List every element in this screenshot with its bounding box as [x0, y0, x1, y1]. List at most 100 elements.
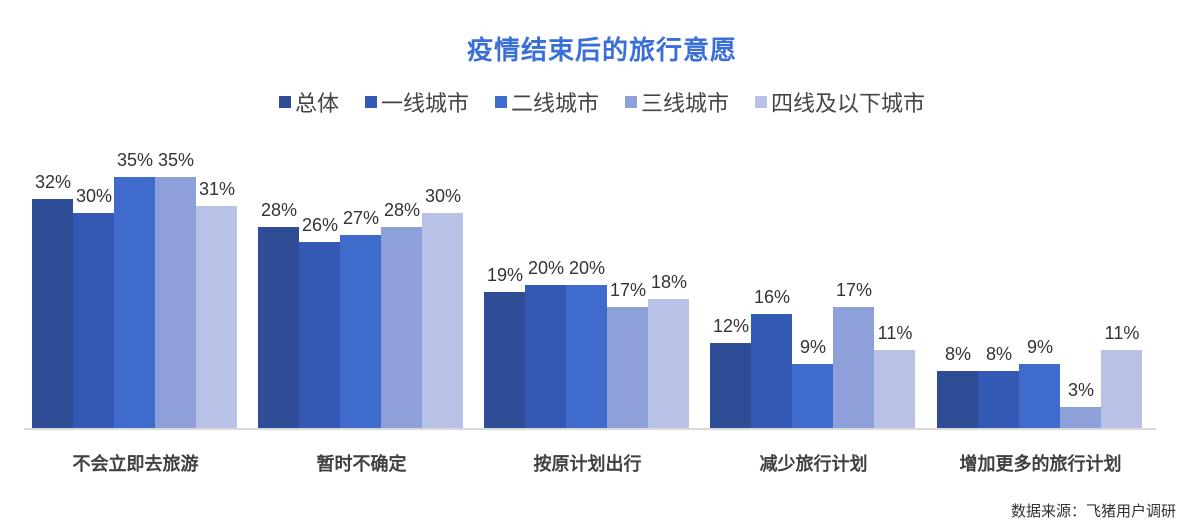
legend-swatch-icon — [364, 96, 377, 108]
bar — [937, 371, 978, 429]
legend-item-tier1: 一线城市 — [364, 86, 469, 118]
bar-slot: 9% — [1019, 140, 1060, 429]
bar-value-label: 17% — [609, 279, 647, 300]
bar-value-label: 20% — [568, 258, 606, 278]
bar-slot: 30% — [73, 140, 114, 429]
bar-value-label: 17% — [835, 279, 873, 300]
legend-item-tier3: 三线城市 — [625, 86, 729, 118]
bar-slot: 3% — [1060, 140, 1101, 429]
legend: 总体 一线城市 二线城市 三线城市 四线及以下城市 — [0, 86, 1204, 118]
legend-label: 总体 — [294, 91, 339, 116]
bar-slot: 32% — [32, 140, 73, 429]
bar — [381, 227, 422, 429]
bar-value-label: 19% — [486, 265, 524, 286]
category-label: 按原计划出行 — [533, 454, 642, 474]
bar-group: 32% 30% 35% 35% 31% — [32, 140, 237, 429]
bar-slot: 30% — [422, 140, 463, 429]
bar-slot: 8% — [978, 140, 1019, 429]
plot-area: 32% 30% 35% 35% 31% 28% 26% 27% 28% 30% 19% 20% 20% 1… — [24, 140, 1154, 429]
bar-value-label: 32% — [34, 171, 72, 192]
bar-value-label: 8% — [944, 344, 971, 365]
bar-slot: 31% — [196, 140, 237, 429]
bar-slot: 20% — [566, 140, 607, 429]
legend-label: 一线城市 — [380, 91, 469, 116]
bar — [710, 342, 751, 429]
data-source-note: 数据来源：飞猪用户调研 — [1010, 503, 1176, 520]
legend-item-overall: 总体 — [278, 86, 339, 118]
legend-item-tier4: 四线及以下城市 — [755, 86, 925, 118]
bar — [978, 371, 1019, 429]
legend-swatch-icon — [755, 96, 768, 108]
bar — [874, 349, 915, 429]
bar-slot: 19% — [484, 140, 525, 429]
bar-value-label: 31% — [198, 178, 236, 199]
bar-value-label: 35% — [116, 150, 154, 170]
bar-slot: 17% — [833, 140, 874, 429]
bar-value-label: 11% — [877, 322, 913, 343]
bar-slot: 28% — [258, 140, 299, 429]
legend-label: 二线城市 — [510, 91, 599, 116]
legend-swatch-icon — [494, 96, 507, 108]
bar-value-label: 35% — [157, 150, 195, 170]
bar — [114, 177, 155, 429]
bar — [258, 227, 299, 429]
bar — [299, 241, 340, 429]
bar-slot: 16% — [751, 140, 792, 429]
bar-group: 12% 16% 9% 17% 11% — [710, 140, 915, 429]
x-axis-line — [24, 428, 1156, 430]
bar-value-label: 27% — [342, 207, 380, 228]
bar-slot: 8% — [937, 140, 978, 429]
legend-item-tier2: 二线城市 — [494, 86, 599, 118]
bar — [73, 213, 114, 429]
bar-value-label: 12% — [712, 315, 750, 336]
bar-value-label: 3% — [1067, 380, 1094, 401]
bar-value-label: 9% — [799, 337, 826, 358]
legend-swatch-icon — [278, 96, 291, 108]
bar-slot: 17% — [607, 140, 648, 429]
bar — [607, 306, 648, 429]
bar-value-label: 28% — [260, 200, 298, 221]
bar-slot: 27% — [340, 140, 381, 429]
bar-slot: 11% — [874, 140, 915, 429]
bar-group: 19% 20% 20% 17% 18% — [484, 140, 689, 429]
bar-slot: 26% — [299, 140, 340, 429]
category-label: 暂时不确定 — [316, 454, 407, 474]
bar — [525, 285, 566, 429]
bar — [422, 213, 463, 429]
bar — [1060, 407, 1101, 429]
bar — [751, 313, 792, 429]
bar — [32, 198, 73, 429]
bar — [155, 177, 196, 429]
bar-slot: 18% — [648, 140, 689, 429]
bar-value-label: 20% — [527, 258, 565, 278]
bar-value-label: 8% — [985, 344, 1012, 365]
bar — [1101, 349, 1142, 429]
bar — [566, 285, 607, 429]
category-label: 增加更多的旅行计划 — [959, 454, 1122, 474]
bar-group: 28% 26% 27% 28% 30% — [258, 140, 463, 429]
bar-group: 8% 8% 9% 3% 11% — [937, 140, 1142, 429]
bar — [792, 364, 833, 429]
bar-value-label: 9% — [1026, 337, 1053, 358]
bar-slot: 28% — [381, 140, 422, 429]
bar-value-label: 18% — [650, 272, 688, 293]
bar — [833, 306, 874, 429]
bar — [484, 292, 525, 429]
category-label: 不会立即去旅游 — [72, 454, 199, 474]
bar-value-label: 30% — [75, 186, 113, 206]
bar-slot: 9% — [792, 140, 833, 429]
bar — [648, 299, 689, 429]
legend-swatch-icon — [625, 96, 637, 108]
bar-slot: 12% — [710, 140, 751, 429]
bar-value-label: 11% — [1104, 322, 1140, 343]
bar-value-label: 26% — [301, 214, 339, 235]
bar-slot: 20% — [525, 140, 566, 429]
legend-label: 四线及以下城市 — [771, 91, 926, 116]
chart-title: 疫情结束后的旅行意愿 — [466, 35, 737, 65]
category-label: 减少旅行计划 — [759, 454, 868, 474]
bar-value-label: 16% — [753, 286, 791, 307]
bar — [1019, 364, 1060, 429]
bar — [196, 205, 237, 429]
bar — [340, 234, 381, 429]
bar-value-label: 30% — [424, 186, 462, 206]
